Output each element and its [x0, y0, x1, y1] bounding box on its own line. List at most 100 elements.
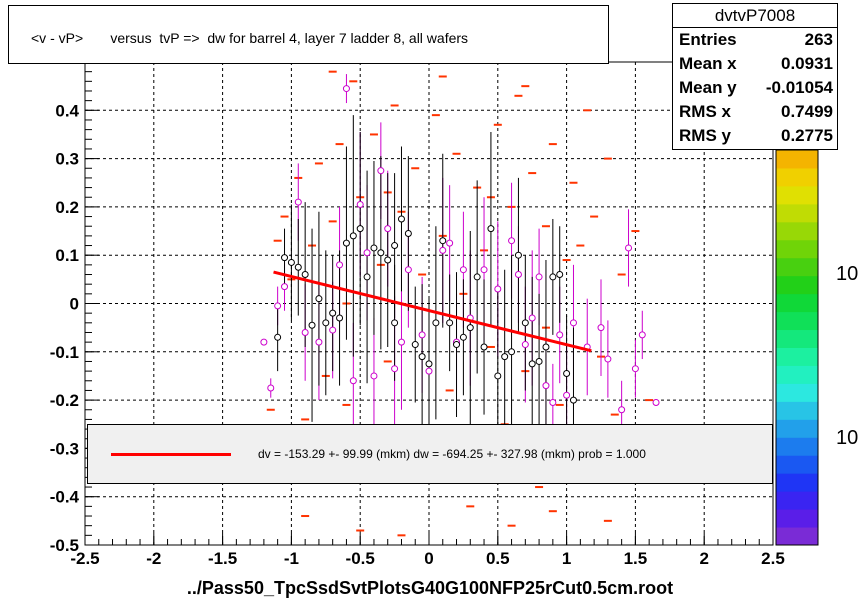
magenta-point: [542, 382, 550, 390]
black-point: [569, 396, 577, 404]
palette-band: [776, 221, 818, 241]
magenta-point: [446, 239, 454, 247]
stats-row: RMS x 0.7499: [673, 100, 837, 124]
magenta-point: [631, 365, 639, 373]
black-point: [494, 372, 502, 380]
palette-label: 10: [836, 263, 859, 285]
magenta-point: [384, 225, 392, 233]
black-point: [521, 319, 529, 327]
black-point: [514, 251, 522, 259]
magenta-point: [459, 266, 467, 274]
palette-band: [776, 437, 818, 456]
profile-points: [260, 85, 660, 414]
color-palette: [775, 149, 819, 546]
black-point: [411, 341, 419, 349]
black-point: [363, 273, 371, 281]
black-point: [542, 343, 550, 351]
palette-label: 10: [836, 427, 859, 449]
stats-row: Entries 263: [673, 28, 837, 52]
x-tick-label: -1.5: [208, 549, 237, 568]
magenta-point: [625, 244, 633, 252]
fit-legend-line: [111, 453, 231, 456]
y-tick-label: -0.4: [50, 488, 80, 507]
stats-label: RMS x: [679, 102, 731, 121]
stats-value: 0.2775: [781, 126, 833, 145]
black-point: [356, 225, 364, 233]
magenta-point: [521, 341, 529, 349]
black-point: [349, 232, 357, 240]
palette-band: [776, 203, 818, 223]
black-point: [336, 314, 344, 322]
black-point: [446, 319, 454, 327]
x-tick-label: 1: [562, 549, 571, 568]
x-tick-label: 2: [699, 549, 708, 568]
magenta-point: [301, 328, 309, 336]
magenta-point: [329, 326, 337, 334]
black-point: [391, 242, 399, 250]
y-tick-label: 0: [70, 295, 79, 314]
fit-line-segment: [273, 270, 592, 353]
black-point: [508, 348, 516, 356]
magenta-point: [508, 237, 516, 245]
magenta-point: [349, 377, 357, 385]
stats-label: Mean y: [679, 78, 737, 97]
magenta-point: [652, 399, 660, 407]
magenta-point: [274, 302, 282, 310]
x-tick-label: 0: [424, 549, 433, 568]
black-point: [287, 258, 295, 266]
black-point: [480, 343, 488, 351]
x-tick-label: 2.5: [761, 549, 785, 568]
magenta-point: [315, 338, 323, 346]
stats-value: -0.01054: [765, 78, 833, 97]
palette-band: [776, 491, 818, 510]
palette-band: [776, 455, 818, 474]
stats-row: Mean y -0.01054: [673, 76, 837, 100]
magenta-point: [370, 372, 378, 380]
black-point: [432, 319, 440, 327]
black-point: [473, 273, 481, 281]
palette-band: [776, 293, 818, 313]
magenta-point: [439, 246, 447, 254]
x-tick-label: -1: [284, 549, 299, 568]
x-tick-label: 1.5: [624, 549, 648, 568]
magenta-point: [425, 367, 433, 375]
y-tick-label: 0.2: [55, 198, 79, 217]
palette-band: [776, 419, 818, 438]
black-point: [404, 229, 412, 237]
black-point: [322, 319, 330, 327]
magenta-point: [618, 406, 626, 414]
palette-band: [776, 185, 818, 205]
black-point: [274, 333, 282, 341]
magenta-point: [336, 261, 344, 269]
stats-row: Mean x 0.0931: [673, 52, 837, 76]
stats-row: RMS y 0.2775: [673, 124, 837, 148]
y-tick-label: -0.3: [50, 439, 79, 458]
magenta-point: [342, 85, 350, 93]
stats-name: dvtvP7008: [673, 4, 837, 28]
magenta-point: [549, 399, 557, 407]
magenta-point: [363, 249, 371, 257]
magenta-point: [267, 384, 275, 392]
black-point: [370, 244, 378, 252]
magenta-point: [535, 273, 543, 281]
black-point: [397, 215, 405, 223]
y-tick-label: -0.1: [50, 343, 79, 362]
black-point: [556, 271, 564, 279]
magenta-point: [281, 283, 289, 291]
black-point: [549, 273, 557, 281]
black-point: [391, 319, 399, 327]
black-point: [528, 360, 536, 368]
y-tick-label: -0.2: [50, 391, 79, 410]
magenta-point: [480, 266, 488, 274]
magenta-point: [563, 391, 571, 399]
palette-band: [776, 509, 818, 528]
stats-value: 0.0931: [781, 54, 833, 73]
black-point: [294, 263, 302, 271]
y-tick-label: 0.1: [55, 246, 79, 265]
magenta-point: [404, 266, 412, 274]
black-point: [308, 321, 316, 329]
black-point: [301, 271, 309, 279]
palette-band: [776, 311, 818, 331]
fit-line: [273, 270, 592, 353]
axes: -2.5 -2 -1.5 -1 -0.5 0 0.5 1 1.5 2 2.5 -0.5 -0.4 -0.3…: [50, 61, 785, 568]
